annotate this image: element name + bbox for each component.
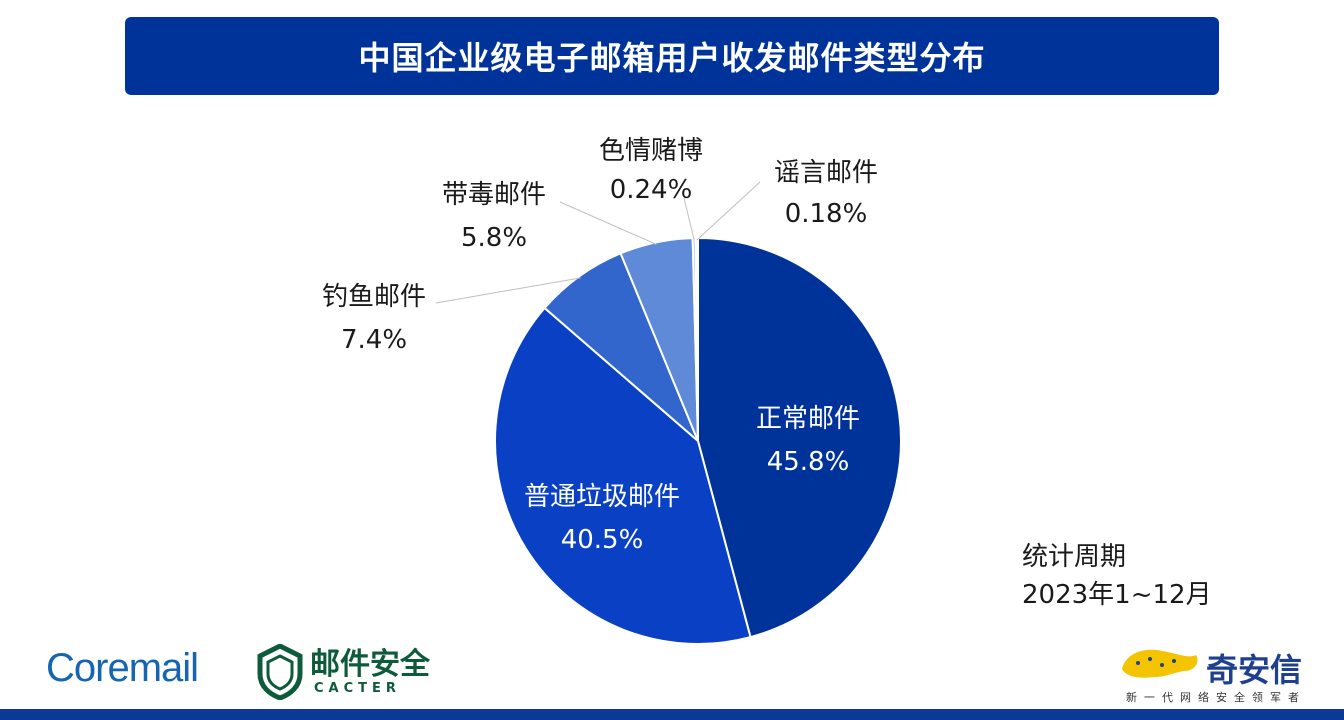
leader-line — [559, 201, 657, 245]
slice-value-label: 7.4% — [341, 325, 407, 355]
cacter-name: 邮件安全 — [310, 646, 430, 682]
cacter-subtitle: CACTER — [314, 680, 401, 696]
period-value: 2023年1~12月 — [1022, 580, 1212, 610]
slice-name-label: 带毒邮件 — [442, 180, 546, 210]
slice-name-label: 钓鱼邮件 — [322, 282, 426, 312]
qax-logo: 奇安信 新一代网络安全领军者 — [1118, 643, 1302, 704]
qax-name: 奇安信 — [1206, 651, 1303, 689]
slice-value-label: 0.24% — [610, 175, 693, 205]
shield-icon — [257, 644, 303, 700]
slice-value-label: 0.18% — [785, 199, 868, 229]
slice-value-label: 40.5% — [561, 525, 644, 555]
pie-slice — [494, 306, 752, 645]
slice-name-label: 色情赌博 — [599, 136, 703, 166]
pie-slice — [694, 236, 699, 442]
slice-value-label: 45.8% — [767, 447, 850, 477]
pie-slice — [697, 236, 902, 639]
coremail-logo: Coremail — [46, 646, 199, 690]
slice-name-label: 普通垃圾邮件 — [524, 482, 680, 512]
leader-line — [696, 181, 761, 241]
chart-title: 中国企业级电子邮箱用户收发邮件类型分布 — [358, 39, 986, 77]
title-banner: 中国企业级电子邮箱用户收发邮件类型分布 — [125, 17, 1219, 95]
leader-line — [435, 277, 581, 304]
leader-line — [683, 197, 695, 241]
slice-name-label: 谣言邮件 — [774, 158, 878, 188]
slice-name-label: 正常邮件 — [756, 404, 860, 434]
slice-value-label: 5.8% — [461, 223, 527, 253]
footer-bar — [0, 709, 1344, 720]
cacter-logo: 邮件安全 CACTER — [256, 644, 430, 700]
qax-slogan: 新一代网络安全领军者 — [1126, 691, 1306, 704]
leopard-icon — [1122, 649, 1198, 678]
period-box: 统计周期 2023年1~12月 — [1022, 538, 1212, 614]
period-label: 统计周期 — [1022, 542, 1127, 572]
